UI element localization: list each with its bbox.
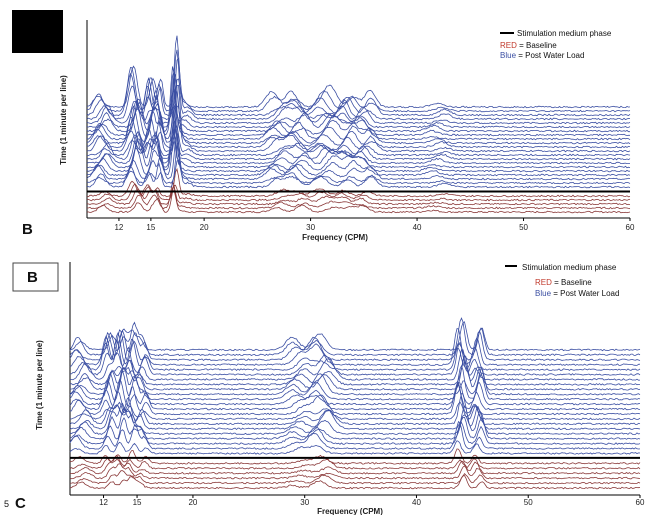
x-tick-label: 50 [524, 498, 533, 507]
post-water-load-trace [69, 364, 641, 401]
post-water-load-trace [69, 383, 641, 416]
panel-letter-box [12, 262, 59, 292]
post-water-load-trace [69, 417, 641, 445]
post-water-load-trace [69, 378, 641, 411]
post-water-load-trace [69, 366, 641, 396]
x-tick-label: 15 [133, 498, 142, 507]
baseline-trace [86, 189, 631, 214]
x-tick-label: 40 [413, 223, 422, 232]
post-water-load-trace [69, 361, 641, 386]
baseline-trace [69, 454, 641, 470]
x-tick-label: 12 [99, 498, 108, 507]
x-axis-label-top: Frequency (CPM) [302, 233, 368, 242]
legend-blue: Blue = Post Water Load [535, 289, 619, 298]
legend-red-key: RED [535, 278, 552, 287]
page-number: 5 [4, 499, 9, 509]
post-water-load-trace [86, 124, 631, 157]
legend-blue-key: Blue [535, 289, 552, 298]
baseline-trace [69, 475, 641, 490]
legend-red: RED = Baseline [500, 41, 557, 50]
post-water-load-trace [86, 160, 631, 185]
legend-red: RED = Baseline [535, 278, 592, 287]
legend-marker-label: Stimulation medium phase [517, 29, 612, 38]
post-water-load-trace [69, 338, 641, 376]
post-water-load-trace [69, 407, 641, 440]
post-water-load-trace [69, 317, 641, 357]
y-axis-label-top: Time (1 minute per line) [59, 75, 68, 165]
waterfall-lines-top [86, 35, 631, 214]
chart-panel-bottom: B Time (1 minute per line) Frequency (CP… [4, 262, 645, 515]
panel-letter-bottom: C [15, 495, 26, 512]
baseline-trace [86, 180, 631, 210]
legend-red-key: RED [500, 41, 517, 50]
x-tick-label: 20 [200, 223, 209, 232]
legend-blue-key: Blue [500, 51, 517, 60]
x-tick-label: 60 [636, 498, 645, 507]
legend-marker-label: Stimulation medium phase [522, 263, 617, 272]
baseline-trace [86, 167, 631, 198]
legend-blue-text: = Post Water Load [516, 51, 584, 60]
legend-blue-text: = Post Water Load [551, 289, 619, 298]
post-water-load-trace [86, 49, 631, 121]
baseline-trace [69, 463, 641, 480]
panel-letter-box-text: B [27, 269, 38, 286]
x-ticks-top: 12 15 20 30 40 50 60 [114, 218, 635, 232]
post-water-load-trace [69, 328, 641, 366]
legend-red-text: = Baseline [552, 278, 592, 287]
legend-bottom: Stimulation medium phase RED = Baseline … [505, 263, 619, 298]
post-water-load-trace [86, 35, 631, 109]
post-water-load-trace [69, 440, 641, 455]
x-tick-label: 30 [306, 223, 315, 232]
baseline-trace [69, 470, 641, 485]
post-water-load-trace [69, 369, 641, 406]
x-tick-label: 20 [188, 498, 197, 507]
x-ticks-bottom: 12 15 20 30 40 50 60 [99, 495, 645, 507]
x-tick-label: 15 [146, 223, 155, 232]
post-water-load-trace [86, 88, 631, 129]
panel-letter-top: B [22, 221, 33, 238]
x-tick-label: 12 [114, 223, 123, 232]
legend-blue: Blue = Post Water Load [500, 51, 584, 60]
baseline-trace [70, 459, 641, 475]
waterfall-lines-bottom [69, 317, 641, 490]
post-water-load-trace [69, 402, 641, 435]
post-water-load-trace [69, 329, 641, 362]
post-water-load-trace [86, 67, 631, 113]
x-tick-label: 60 [626, 223, 635, 232]
post-water-load-trace [69, 401, 641, 421]
chart-panel-top: Time (1 minute per line) Frequency (CPM)… [22, 20, 635, 242]
x-axis-label-bottom: Frequency (CPM) [317, 507, 383, 515]
baseline-trace [86, 186, 631, 206]
y-axis-label-bottom: Time (1 minute per line) [35, 340, 44, 430]
x-tick-label: 50 [519, 223, 528, 232]
baseline-trace [69, 448, 641, 465]
post-water-load-trace [69, 331, 641, 371]
post-water-load-trace [86, 84, 631, 149]
post-water-load-trace [69, 354, 641, 391]
legend-top: Stimulation medium phase RED = Baseline … [500, 29, 612, 60]
redaction-box [12, 10, 63, 53]
legend-red-text: = Baseline [517, 41, 557, 50]
post-water-load-trace [69, 393, 641, 426]
post-water-load-trace [86, 133, 631, 169]
post-water-load-trace [86, 118, 631, 177]
post-water-load-trace [69, 420, 641, 450]
post-water-load-trace [69, 346, 641, 381]
x-tick-label: 30 [300, 498, 309, 507]
post-water-load-trace [69, 401, 641, 431]
post-water-load-trace [86, 57, 631, 117]
post-water-load-trace [86, 104, 631, 153]
post-water-load-trace [69, 321, 641, 352]
x-tick-label: 40 [412, 498, 421, 507]
